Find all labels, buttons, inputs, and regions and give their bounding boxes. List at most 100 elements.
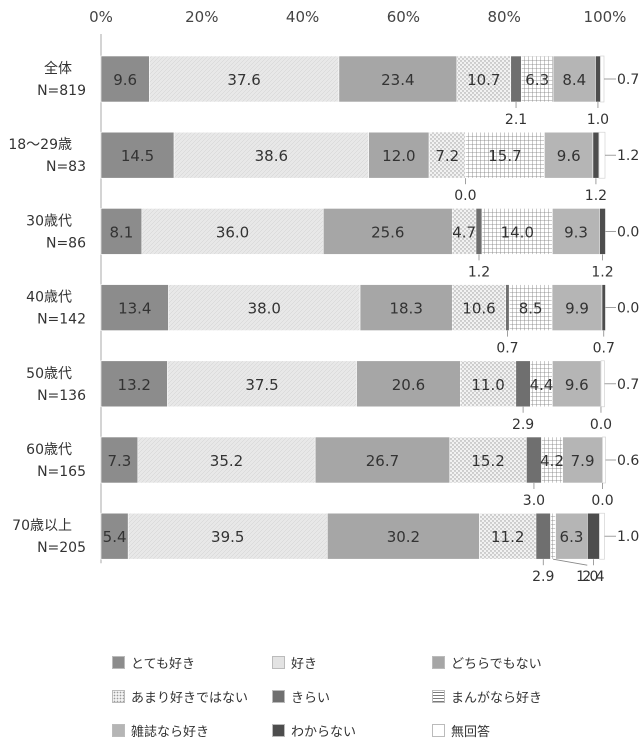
bar-segment [141, 208, 324, 255]
data-label: 9.9 [565, 300, 589, 318]
outside-data-label: 2.9 [532, 569, 554, 585]
bar-segment [167, 360, 357, 408]
data-label: 7.2 [435, 147, 459, 165]
category-label: 30歳代 [26, 213, 72, 229]
outside-data-label: 0.7 [617, 72, 639, 88]
data-label: 4.4 [530, 376, 554, 394]
category-label: 18～29歳 [8, 137, 72, 153]
data-label: 30.2 [387, 528, 420, 546]
data-label: 9.6 [557, 147, 581, 165]
bar-segment [552, 55, 596, 103]
bar-segment [475, 208, 483, 255]
data-label: 6.3 [560, 528, 584, 546]
outside-data-label: 0.0 [591, 493, 613, 509]
category-label: 70歳以上 [12, 518, 72, 534]
bar-segment [510, 55, 522, 103]
outside-data-label: 1.0 [576, 569, 598, 585]
data-label: 9.3 [564, 223, 588, 241]
bar-segment [149, 55, 340, 103]
bar-segment [601, 284, 606, 331]
bar-segment [555, 512, 588, 560]
bar-segment [535, 512, 551, 560]
x-tick-label: 60% [387, 8, 420, 26]
data-label: 25.6 [371, 223, 404, 241]
data-label: 10.6 [462, 300, 495, 318]
outside-data-label: 2.4 [582, 569, 604, 585]
outside-data-label: 0.0 [617, 301, 639, 317]
data-label: 15.2 [471, 452, 504, 470]
data-label: 7.9 [571, 452, 595, 470]
bar-segment [465, 131, 545, 179]
bar-segment [449, 436, 527, 484]
bar-segment [460, 360, 517, 408]
labels-layer: 9.6 37.6 23.4 10.7 6.3 8.4 2.1 1.0 0.7 14.5 38.6 12… [103, 71, 640, 585]
data-label: 8.5 [519, 300, 543, 318]
data-label: 23.4 [381, 71, 414, 89]
x-tick-label: 80% [488, 8, 521, 26]
category-n-label: N=165 [37, 464, 86, 480]
bar-segment [481, 208, 553, 255]
outside-data-label: 1.0 [617, 529, 639, 545]
data-label: 37.5 [245, 376, 278, 394]
data-label: 6.3 [525, 71, 549, 89]
outside-data-label: 1.2 [591, 264, 613, 280]
data-label: 8.4 [562, 71, 586, 89]
category-label: 50歳代 [26, 366, 72, 382]
axis-layer: 0% 20% 40% 60% 80% 100% 全体 N=819 18～29歳 N=83 30歳代 N… [8, 8, 627, 564]
data-label: 18.3 [389, 300, 422, 318]
bar-segment [100, 284, 169, 331]
data-label: 20.6 [392, 376, 425, 394]
data-label: 12.0 [382, 147, 415, 165]
data-label: 36.0 [216, 223, 249, 241]
bar-segment [173, 131, 369, 179]
bar-segment [505, 284, 510, 331]
outside-data-label: 2.1 [505, 112, 527, 128]
bar-segment [598, 131, 606, 179]
outside-data-label: 0.7 [617, 377, 639, 393]
x-tick-label: 0% [89, 8, 113, 26]
data-label: 8.1 [109, 223, 133, 241]
bar-segment [338, 55, 458, 103]
bar-segment [600, 55, 605, 103]
data-label: 13.4 [118, 300, 151, 318]
bar-segment [356, 360, 461, 408]
bar-segment [544, 131, 594, 179]
data-label: 39.5 [211, 528, 244, 546]
outside-data-label: 1.0 [587, 112, 609, 128]
bar-segment [515, 360, 531, 408]
data-label: 10.7 [467, 71, 500, 89]
bar-segment [359, 284, 453, 331]
bar-segment [137, 436, 316, 484]
data-label: 15.7 [488, 147, 521, 165]
bar-segment [100, 436, 139, 484]
category-label: 60歳代 [26, 442, 72, 458]
bar-segment [521, 55, 554, 103]
outside-data-label: 1.2 [468, 264, 490, 280]
category-n-label: N=142 [37, 312, 86, 328]
data-label: 38.0 [248, 300, 281, 318]
data-label: 11.2 [491, 528, 524, 546]
outside-data-label: 0.0 [590, 417, 612, 433]
bar-segment [592, 131, 600, 179]
bar-segment [100, 208, 143, 255]
x-tick-label: 100% [584, 8, 627, 26]
outside-data-label: 2.9 [512, 417, 534, 433]
outside-data-label: 0.7 [496, 341, 518, 357]
data-label: 38.6 [255, 147, 288, 165]
data-label: 5.4 [103, 528, 127, 546]
bar-segment [600, 360, 605, 408]
bar-segment [451, 284, 507, 331]
data-label: 9.6 [565, 376, 589, 394]
bar-segment [100, 360, 168, 408]
bar-segment [602, 436, 606, 484]
data-label: 7.3 [107, 452, 131, 470]
data-label: 35.2 [210, 452, 243, 470]
data-label: 11.0 [471, 376, 504, 394]
bar-segment [314, 436, 451, 484]
bar-segment [100, 131, 175, 179]
category-n-label: N=86 [46, 235, 86, 251]
bar-segment [127, 512, 328, 560]
bar-segment [168, 284, 361, 331]
bar-segment [599, 208, 606, 255]
